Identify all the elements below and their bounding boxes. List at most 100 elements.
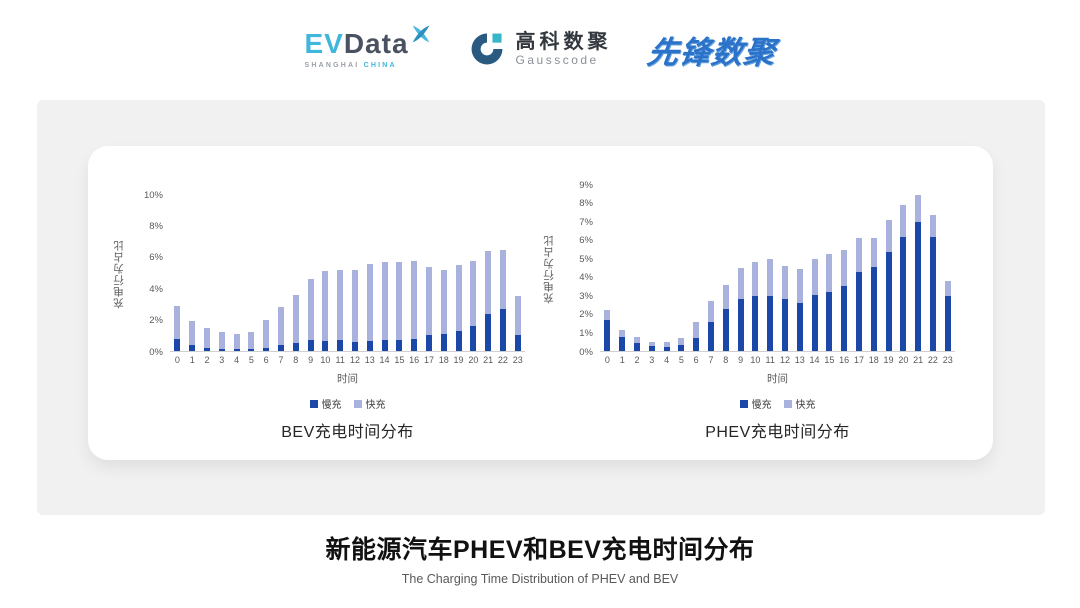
bar-slot [807,185,822,351]
bar-segment-slow-charge [604,319,611,351]
bar-slot [392,195,407,351]
bar-slot [940,185,955,351]
stacked-bar [218,195,225,351]
bar-segment-fast-charge [263,319,270,348]
bar-segment-fast-charge [514,296,521,336]
bar-segment-fast-charge [944,280,951,296]
stacked-bar [707,185,714,351]
bev-legend: 慢充 快充 [170,396,525,411]
bar-segment-fast-charge [322,271,329,341]
bev-chart: 充电行为占比 0% 2% 4% 6% 8% 10% 0 1 2 3 4 5 6 7 8 9 10 11 12 13 1… [100,170,540,450]
bar-slot [362,195,377,351]
bar-segment-slow-charge [366,340,373,351]
bar-slot [792,185,807,351]
stacked-bar [381,195,388,351]
stacked-bar [189,195,196,351]
bar-slot [600,185,615,351]
bar-segment-fast-charge [189,321,196,345]
x-tick-label: 2 [634,355,640,365]
x-tick-label: 16 [839,355,850,365]
phev-bars [600,185,955,352]
bar-slot [733,185,748,351]
stacked-bar [767,185,774,351]
x-tick-label: 11 [765,355,775,365]
stacked-bar [737,185,744,351]
x-tick-label: 6 [693,355,699,365]
bar-segment-slow-charge [707,321,714,351]
bar-segment-fast-charge [707,301,714,322]
x-tick-label: 1 [619,355,625,365]
bar-segment-fast-charge [470,260,477,327]
x-tick-label: 3 [649,355,655,365]
x-tick-label: 14 [379,355,390,365]
bar-slot [466,195,481,351]
x-tick-label: 23 [942,355,953,365]
bar-segment-fast-charge [277,307,284,345]
bar-segment-slow-charge [648,346,655,351]
bar-segment-fast-charge [604,310,611,320]
bar-segment-fast-charge [870,237,877,268]
x-tick-label: 8 [723,355,729,365]
bar-segment-fast-charge [485,251,492,314]
footer: 新能源汽车PHEV和BEV充电时间分布 The Charging Time Di… [0,530,1080,586]
bar-segment-fast-charge [855,237,862,272]
bar-slot [689,185,704,351]
evdata-tagline: SHANGHAI CHINA [304,62,396,69]
bar-segment-slow-charge [915,221,922,351]
bar-segment-slow-charge [678,345,685,351]
bar-segment-slow-charge [248,348,255,351]
evdata-tagline-shanghai: SHANGHAI [304,61,360,69]
bar-slot [481,195,496,351]
gausscode-cn-text: 高科数聚 [515,30,612,53]
stacked-bar [678,185,685,351]
bar-segment-fast-charge [693,321,700,339]
stacked-bar [322,195,329,351]
y-tick-label: 2% [149,314,163,326]
bar-segment-slow-charge [337,340,344,351]
stacked-bar [900,185,907,351]
x-tick-label: 15 [824,355,835,365]
bar-segment-fast-charge [663,341,670,348]
bar-slot [496,195,511,351]
x-tick-label: 3 [219,355,225,365]
stacked-bar [248,195,255,351]
x-axis-ticks: 0 1 2 3 4 5 6 7 8 9 10 11 12 13 14 15 16 17 18 19 20 21 22 23 [170,356,525,365]
bar-slot [704,185,719,351]
bar-segment-slow-charge [292,343,299,351]
phev-plot-area: 充电行为占比 0% 1% 2% 3% 4% 5% 6% 7% 8% 9% 0 1 2 3 4 5 6 7 8 9 10… [543,180,955,441]
bar-slot [896,185,911,351]
bar-segment-slow-charge [277,344,284,351]
bar-segment-slow-charge [722,308,729,351]
bar-segment-slow-charge [870,267,877,351]
bar-segment-slow-charge [885,252,892,351]
bev-plot-area: 充电行为占比 0% 2% 4% 6% 8% 10% 0 1 2 3 4 5 6 7 8 9 10 11 12 13 1… [113,190,525,441]
stacked-bar [826,185,833,351]
legend-label: 快充 [365,400,386,411]
bar-segment-slow-charge [841,285,848,351]
bar-slot [200,195,215,351]
stacked-bar [885,185,892,351]
bar-segment-slow-charge [203,347,210,351]
bar-segment-fast-charge [203,327,210,348]
bar-segment-fast-charge [218,332,225,349]
bar-segment-slow-charge [633,342,640,351]
bar-slot [259,195,274,351]
stacked-bar [633,185,640,351]
stacked-bar [855,185,862,351]
bar-segment-fast-charge [440,269,447,334]
bar-segment-slow-charge [767,295,774,351]
bar-segment-slow-charge [855,271,862,351]
bar-slot [170,195,185,351]
stacked-bar [440,195,447,351]
bar-slot [822,185,837,351]
bar-segment-slow-charge [693,338,700,351]
x-axis-label: 时间 [337,373,358,385]
x-tick-label: 23 [512,355,523,365]
stacked-bar [396,195,403,351]
x-tick-label: 2 [204,355,210,365]
bar-slot [881,185,896,351]
bar-segment-slow-charge [499,308,506,351]
gausscode-wordmark: 高科数聚 Gausscode [516,31,612,68]
bar-segment-slow-charge [514,335,521,351]
stacked-bar [203,195,210,351]
